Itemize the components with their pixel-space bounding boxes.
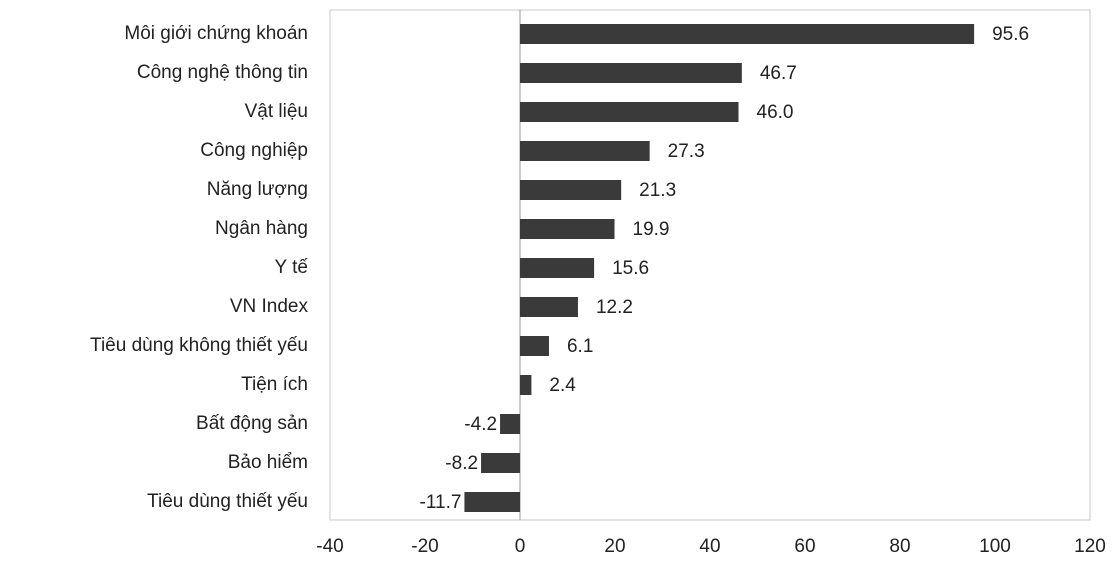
category-label: Bảo hiểm (228, 452, 308, 473)
value-label: 46.0 (757, 102, 794, 123)
bar (464, 492, 520, 512)
bar (520, 219, 615, 239)
bar (481, 453, 520, 473)
value-label: 46.7 (760, 63, 797, 84)
value-label: 2.4 (549, 375, 576, 396)
category-label: Công nghiệp (200, 140, 308, 161)
category-label: Y tế (275, 257, 309, 278)
bar (520, 102, 739, 122)
x-axis-ticks-group: -40 -20 0 20 40 60 80 100 120 (316, 536, 1106, 557)
bar (520, 180, 622, 200)
category-labels-group: Môi giới chứng khoán Công nghệ thông tin V… (90, 23, 308, 512)
category-label: Bất động sản (196, 413, 308, 434)
bar (520, 24, 975, 44)
category-label: Công nghệ thông tin (137, 62, 308, 83)
x-tick-label: 120 (1074, 536, 1106, 557)
x-tick-label: 80 (889, 536, 910, 557)
plot-area-frame (329, 9, 1091, 521)
value-label: 95.6 (992, 24, 1029, 45)
category-label: Ngân hàng (215, 218, 308, 239)
x-tick-label: 40 (699, 536, 720, 557)
bar (520, 141, 650, 161)
x-tick-label: -20 (411, 536, 438, 557)
x-tick-label: 0 (515, 536, 526, 557)
bar (500, 414, 520, 434)
value-label: 21.3 (639, 180, 676, 201)
category-label: Tiêu dùng không thiết yếu (90, 335, 308, 356)
x-tick-label: -40 (316, 536, 343, 557)
value-label: -8.2 (445, 453, 478, 474)
category-label: Vật liệu (245, 101, 308, 122)
value-label: 19.9 (633, 219, 670, 240)
bar (520, 297, 578, 317)
x-tick-label: 60 (794, 536, 815, 557)
category-label: VN Index (230, 296, 309, 317)
value-label: 15.6 (612, 258, 649, 279)
value-labels-group: 95.6 46.7 46.0 27.3 21.3 19.9 15.6 12.26.1 2.4 -4… (420, 24, 1030, 513)
category-label: Môi giới chứng khoán (124, 23, 308, 44)
bar (520, 375, 532, 395)
category-label: Tiện ích (241, 374, 308, 395)
value-label: 12.2 (596, 297, 633, 318)
bars-group (464, 24, 975, 512)
bar (520, 258, 595, 278)
value-label: 6.1 (567, 336, 593, 357)
category-label: Năng lượng (207, 179, 308, 200)
value-label: -4.2 (464, 414, 497, 435)
value-label: 27.3 (668, 141, 705, 162)
value-label: -11.7 (420, 492, 462, 513)
bar (520, 63, 742, 83)
bar (520, 336, 549, 356)
x-tick-label: 100 (979, 536, 1011, 557)
category-label: Tiêu dùng thiết yếu (147, 491, 308, 512)
x-tick-label: 20 (604, 536, 625, 557)
